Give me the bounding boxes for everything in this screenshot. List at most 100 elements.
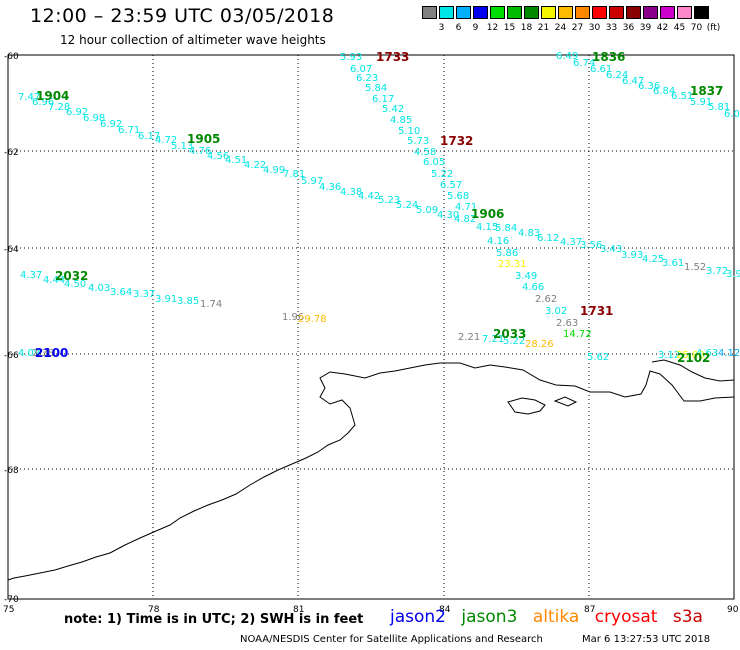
wave-height-label: 2.63 — [556, 318, 578, 329]
wave-height-label: 6.47 — [622, 76, 644, 87]
wave-height-label: 2.21 — [458, 332, 480, 343]
wave-height-label: 4.63 — [696, 348, 718, 359]
wave-height-label: 5.97 — [301, 176, 323, 187]
scale-swatch — [507, 6, 522, 19]
pass-time-label: 1732 — [440, 134, 473, 148]
wave-height-label: 2.38 — [32, 348, 54, 359]
wave-height-label: 4.76 — [189, 146, 211, 157]
wave-height-label: 6.36 — [638, 81, 660, 92]
wave-height-label: 5.10 — [398, 126, 420, 137]
wave-height-label: 4.51 — [225, 155, 247, 166]
wave-height-label: 25.88 — [676, 350, 705, 361]
wave-height-label: 4.82 — [454, 214, 476, 225]
wave-height-label: 3.64 — [110, 287, 132, 298]
wave-height-label: 5.24 — [396, 200, 418, 211]
wave-height-label: 7.81 — [283, 169, 305, 180]
footer-credit: NOAA/NESDIS Center for Satellite Applica… — [240, 634, 543, 645]
scale-swatch — [643, 6, 658, 19]
scale-swatch — [694, 6, 709, 19]
antarctic-island — [507, 397, 546, 415]
scale-label: 18 — [520, 23, 533, 33]
wave-height-label: 4.42 — [358, 191, 380, 202]
scale-label: 30 — [588, 23, 601, 33]
wave-value-labels: 7.476.967.286.926.986.926.716.174.725.13… — [18, 51, 740, 363]
scale-label: 39 — [639, 23, 652, 33]
satellite-legend: jason2 jason3 altika cryosat s3a — [390, 607, 713, 627]
wave-height-label: 3.49 — [515, 271, 537, 282]
scale-swatch — [541, 6, 556, 19]
wave-height-label: 6.57 — [440, 180, 462, 191]
scale-swatch — [609, 6, 624, 19]
wave-height-label: 6.71 — [118, 125, 140, 136]
legend-altika: altika — [532, 607, 580, 627]
wave-height-label: 6.05 — [423, 157, 445, 168]
lat-label: -62 — [4, 148, 19, 158]
scale-label: 36 — [622, 23, 635, 33]
scale-label: 24 — [554, 23, 567, 33]
wave-height-label: 6.49 — [556, 51, 578, 62]
scale-swatch — [422, 6, 437, 19]
wave-height-label: 5.23 — [378, 195, 400, 206]
lon-label: 90 — [727, 605, 739, 615]
lon-label: 78 — [148, 605, 160, 615]
wave-height-label: 4.12 — [718, 348, 740, 359]
page-subtitle: 12 hour collection of altimeter wave hei… — [60, 33, 326, 47]
wave-height-label: 3.56 — [580, 240, 602, 251]
wave-height-label: 3.61 — [662, 258, 684, 269]
wave-height-label: 6.92 — [100, 119, 122, 130]
wave-height-label: 3.37 — [133, 289, 155, 300]
lon-label: 87 — [584, 605, 595, 615]
legend-s3a: s3a — [672, 607, 703, 627]
wave-height-label: 5.84 — [495, 223, 517, 234]
ice-feature — [651, 359, 735, 382]
wave-height-label: 2.62 — [535, 294, 557, 305]
scale-label: 27 — [571, 23, 584, 33]
wave-height-label: 5.84 — [365, 83, 387, 94]
wave-height-label: 4.71 — [455, 202, 477, 213]
wave-height-label: 7.47 — [18, 92, 40, 103]
map-frame — [7, 54, 735, 600]
wave-height-label: 6.92 — [66, 107, 88, 118]
lat-label: -64 — [4, 245, 19, 255]
wave-height-label: 4.85 — [390, 115, 412, 126]
wave-height-label: 4.30 — [437, 210, 459, 221]
wave-height-label: 6.74 — [573, 58, 595, 69]
wave-height-label: 4.38 — [340, 187, 362, 198]
wave-height-label: 3.12 — [658, 350, 680, 361]
pass-time-labels: 1904 1905 1906 1733 1732 1731 1836 1837 2032 2033… — [35, 50, 723, 365]
pass-time-label: 1836 — [592, 50, 625, 64]
wave-height-label: 3.43 — [600, 244, 622, 255]
wave-height-label: 6.07 — [350, 64, 372, 75]
pass-time-label: 1837 — [690, 84, 723, 98]
scale-swatch — [439, 6, 454, 19]
scale-label: 6 — [455, 23, 462, 33]
wave-height-label: 6.17 — [138, 131, 160, 142]
wave-height-label: 3.93 — [621, 250, 643, 261]
lon-label: 84 — [439, 605, 451, 615]
wave-height-label: 5.13 — [171, 141, 193, 152]
wave-height-label: 6.24 — [606, 70, 628, 81]
wave-height-label: 4.15 — [476, 222, 498, 233]
scale-label: 12 — [486, 23, 499, 33]
pass-time-label: 1906 — [471, 207, 504, 221]
lat-label: -68 — [4, 466, 19, 476]
wave-height-label: 5.68 — [447, 191, 469, 202]
wave-height-label: 5.42 — [382, 104, 404, 115]
wave-height-label: 4.83 — [518, 228, 540, 239]
wave-height-label: 4.25 — [642, 254, 664, 265]
wave-height-label: 7.28 — [48, 102, 70, 113]
wave-height-label: 1.74 — [200, 299, 222, 310]
pass-time-label: 2033 — [493, 327, 526, 341]
scale-label: 45 — [673, 23, 686, 33]
lon-label: 75 — [3, 605, 14, 615]
wave-height-label: 29.78 — [298, 314, 327, 325]
wave-height-label: 4.58 — [414, 147, 436, 158]
wave-height-label: 1.96 — [282, 312, 304, 323]
wave-height-label: 5.09 — [416, 205, 438, 216]
scale-label: (ft) — [706, 23, 721, 33]
scale-swatch — [524, 6, 539, 19]
wave-height-label: 3.85 — [177, 296, 199, 307]
wave-height-label: 4.50 — [64, 279, 86, 290]
wave-height-label: 28.26 — [525, 339, 554, 350]
